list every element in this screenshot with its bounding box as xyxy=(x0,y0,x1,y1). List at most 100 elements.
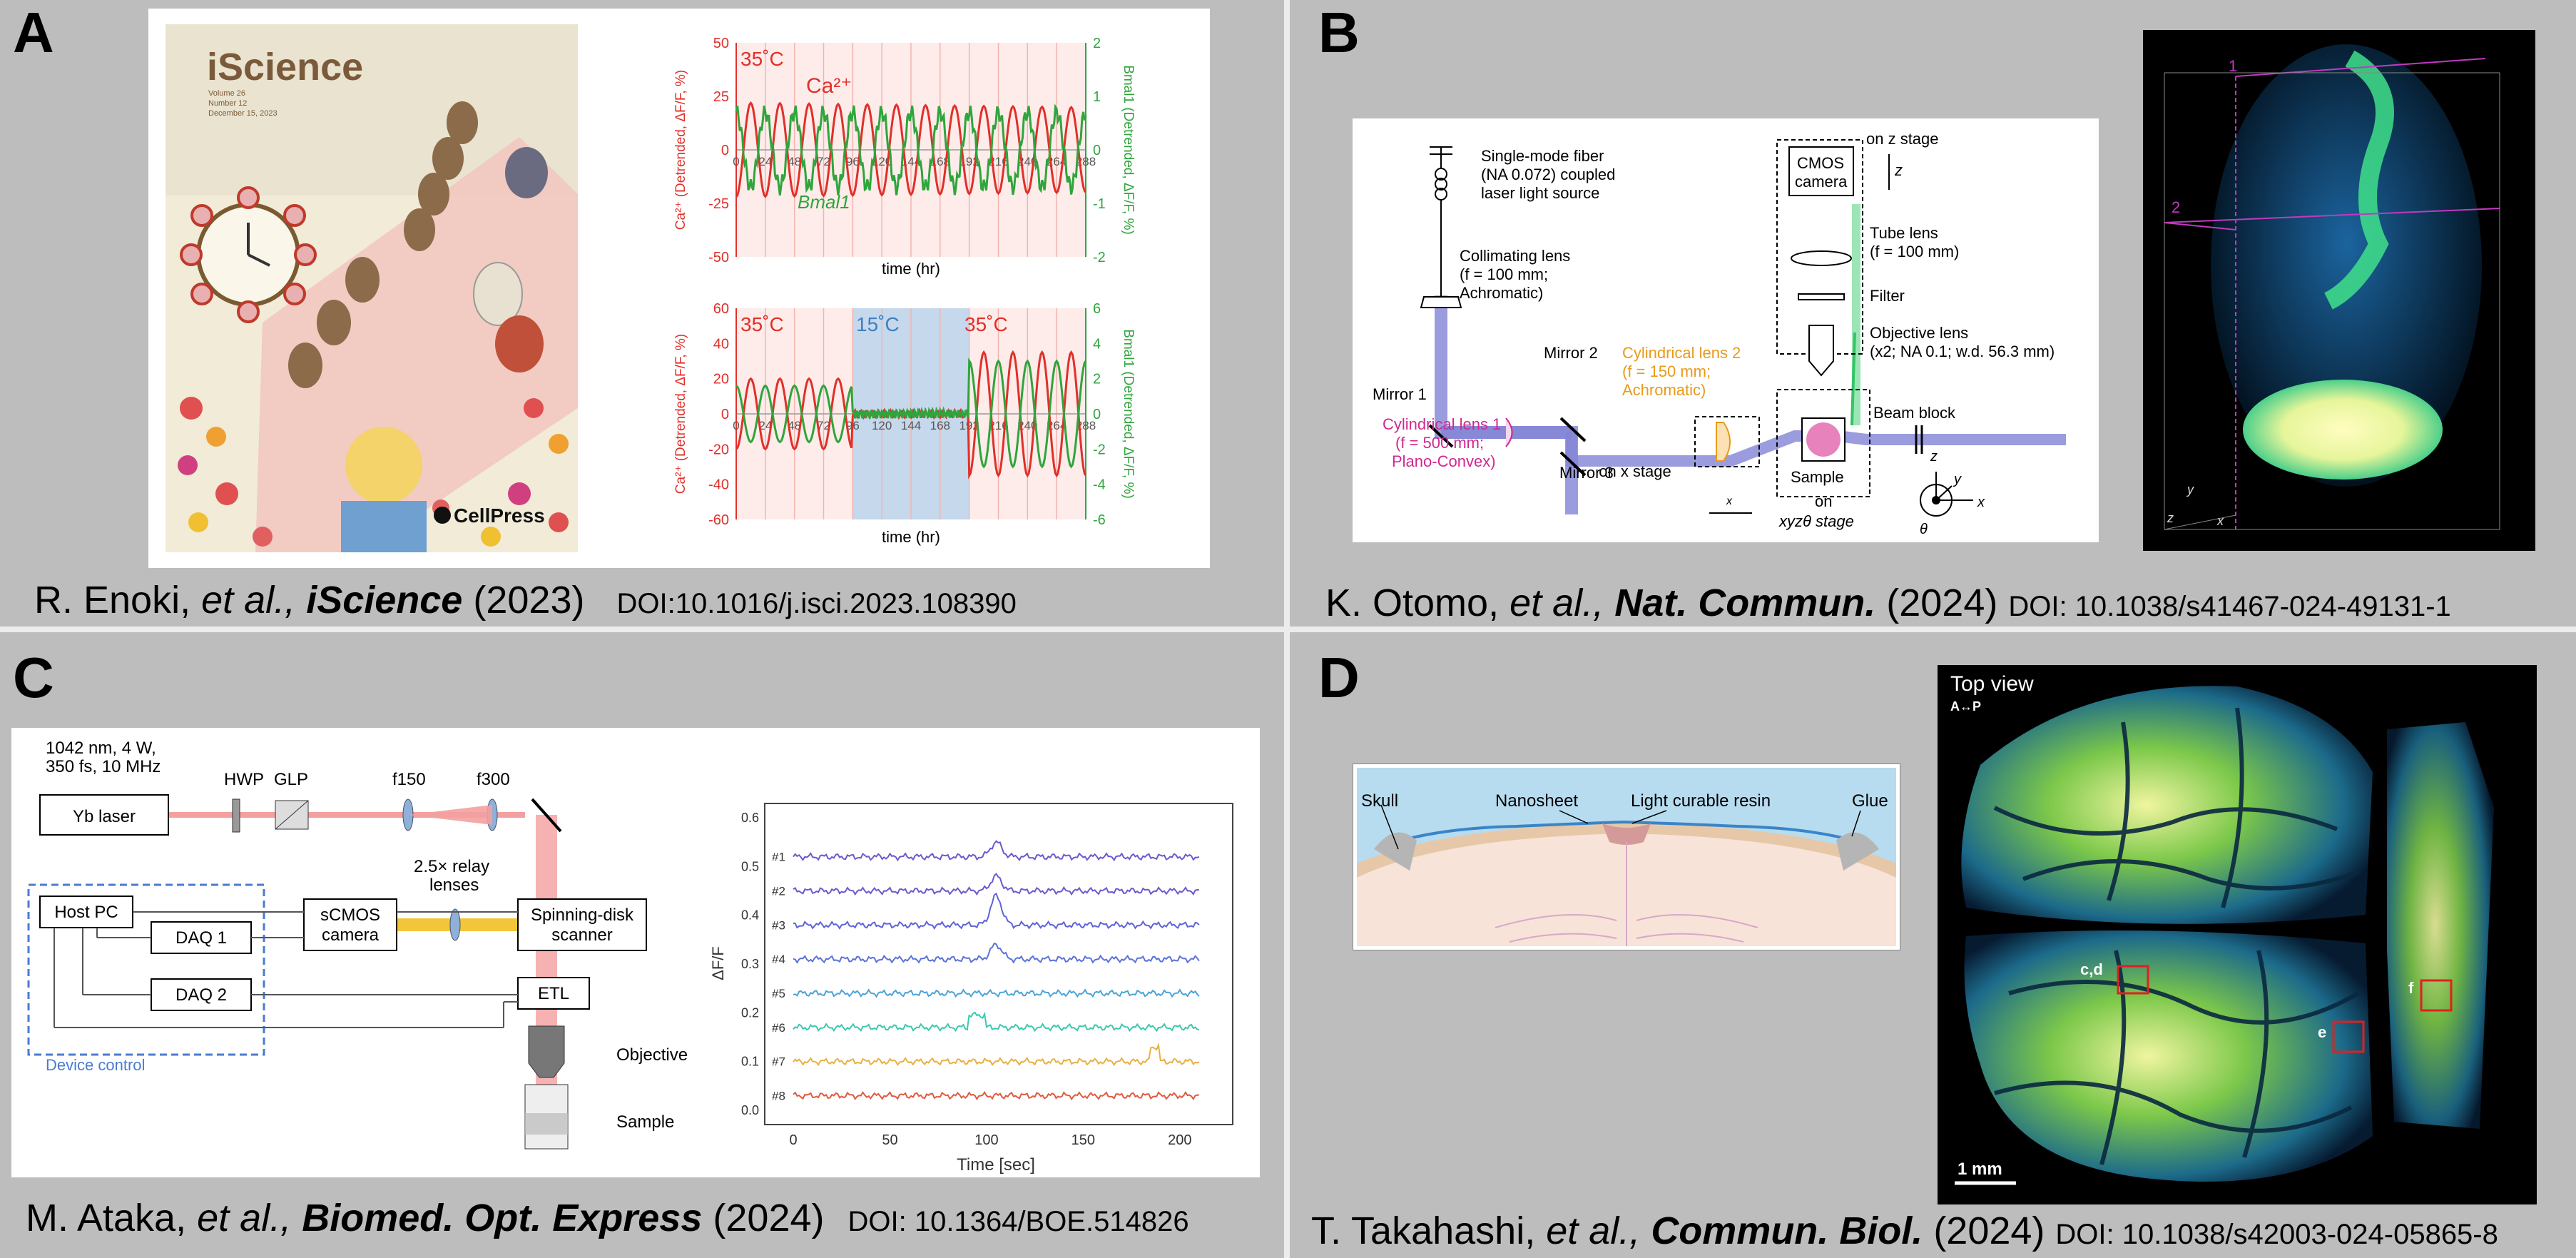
chart-c-frame xyxy=(764,803,1233,1125)
x-tick-label: 0 xyxy=(733,419,739,432)
glue-left xyxy=(1374,832,1417,871)
volume-axis-x: x xyxy=(2216,514,2224,528)
nanosheet-line xyxy=(1395,820,1860,843)
citation-d-etal: et al., xyxy=(1546,1209,1641,1252)
x-tick-label: 0 xyxy=(789,1132,797,1148)
y2-tick-label: -2 xyxy=(1093,442,1106,457)
label-sample-c: Sample xyxy=(616,1112,674,1132)
daq1-box xyxy=(151,921,252,954)
x-stage-box xyxy=(1694,416,1760,467)
label-laser-spec-2: 350 fs, 10 MHz xyxy=(46,757,161,776)
resin-blob xyxy=(1602,823,1651,845)
trace-label: #6 xyxy=(772,1021,785,1035)
x-tick-label: 200 xyxy=(1168,1132,1191,1148)
chart-a2-temp-2: 15˚C xyxy=(856,313,900,335)
label-collimating-3: Achromatic) xyxy=(1460,284,1543,302)
chart-a2-xlabel: time (hr) xyxy=(882,528,940,546)
objective-c-icon xyxy=(528,1025,565,1078)
y-tick-label: -25 xyxy=(708,196,729,212)
panel-c-figure: 1042 nm, 4 W, 350 fs, 10 MHz Yb laser HW… xyxy=(11,728,1260,1177)
label-objective: Objective lens xyxy=(1870,324,1968,342)
relay-lens-icon xyxy=(449,908,461,941)
trace-label: #3 xyxy=(772,918,785,932)
spinning-disk-box xyxy=(517,898,647,951)
cover-title: iScience xyxy=(207,46,363,88)
label-cyl-lens-1-3: Plano-Convex) xyxy=(1392,452,1496,470)
label-f300: f300 xyxy=(477,770,510,789)
roi-f xyxy=(2420,979,2453,1012)
label-tube-lens: Tube lens xyxy=(1870,224,1938,242)
x-tick-label: 0 xyxy=(733,155,739,168)
roi-cd xyxy=(2117,965,2149,995)
label-objective-c: Objective xyxy=(616,1045,688,1065)
trace-label: #2 xyxy=(772,885,785,898)
etl-box xyxy=(517,977,590,1010)
label-beam-block: Beam block xyxy=(1873,404,1956,422)
device-control-box xyxy=(27,883,265,1056)
label-resin: Light curable resin xyxy=(1631,791,1771,811)
citation-c-journal: Biomed. Opt. Express xyxy=(302,1197,703,1239)
scmos-box xyxy=(303,898,397,951)
citation-b-etal: et al., xyxy=(1510,582,1604,624)
panel-a-figure: iScience Volume 26 Number 12 December 15… xyxy=(148,9,1210,568)
label-x-arrow: x xyxy=(1726,495,1733,507)
cover-number: Number 12 xyxy=(208,99,247,108)
y2-tick-label: 2 xyxy=(1093,36,1101,51)
x-tick-label: 24 xyxy=(758,419,772,432)
mirror-1-icon xyxy=(1428,424,1454,448)
x-tick-label: 50 xyxy=(882,1132,897,1148)
y-tick-label: -50 xyxy=(708,250,729,265)
chart-a2-temp-3: 35˚C xyxy=(964,313,1008,335)
cover-clock-petals xyxy=(180,186,317,323)
label-collimating: Collimating lens xyxy=(1460,247,1570,265)
label-daq2: DAQ 2 xyxy=(175,985,227,1005)
chart-a2-series-bmal1 xyxy=(735,357,1087,469)
hemisphere-strip xyxy=(2387,722,2494,1129)
mirror-2-icon xyxy=(1559,417,1587,442)
trace-label: #5 xyxy=(772,987,785,1000)
panel-letter-d: D xyxy=(1318,646,1360,709)
schematic-d-svg: Skull Nanosheet Light curable resin Glue xyxy=(1352,763,1901,951)
label-fiber-3: laser light source xyxy=(1481,184,1599,202)
label-axis-theta: θ xyxy=(1920,522,1928,537)
citation-d-author: T. Takahashi, xyxy=(1311,1209,1536,1252)
y2-tick-label: 1 xyxy=(1093,89,1101,105)
x-tick-label: 48 xyxy=(788,155,801,168)
label-spinning-disk-1: Spinning-disk xyxy=(531,906,634,925)
sample-icon xyxy=(1806,422,1841,457)
label-z-stage: on z stage xyxy=(1866,130,1939,148)
trace-line xyxy=(793,1090,1200,1101)
x-tick-label: 144 xyxy=(901,419,921,432)
label-host-pc: Host PC xyxy=(54,903,118,922)
citation-d-journal: Commun. Biol. xyxy=(1651,1209,1923,1252)
volume-svg: 1 2 y z x xyxy=(2164,44,2500,530)
host-pc-box xyxy=(39,896,133,928)
hwp-icon xyxy=(232,798,240,833)
y-tick-label: 0.2 xyxy=(741,1005,759,1020)
citation-b-doi: DOI: 10.1038/s41467-024-49131-1 xyxy=(2008,591,2451,622)
label-fiber: Single-mode fiber xyxy=(1481,147,1604,165)
trace-line xyxy=(793,988,1200,998)
y2-tick-label: -6 xyxy=(1093,512,1106,528)
x-tick-label: 24 xyxy=(758,155,772,168)
chart-a2-right-ticks: 6 4 2 0 -2 -4 -6 xyxy=(1093,301,1106,528)
label-scmos-2: camera xyxy=(322,925,380,945)
y-tick-label: 0.1 xyxy=(741,1055,759,1069)
cover-animals xyxy=(288,101,478,388)
volume-label-2: 2 xyxy=(2172,198,2180,216)
label-glp: GLP xyxy=(274,770,308,789)
label-mirror-1: Mirror 1 xyxy=(1373,385,1427,403)
chart-a1-right-ticks: 2 1 0 -1 -2 xyxy=(1093,36,1106,265)
trace-line xyxy=(793,1043,1200,1067)
citation-c-doi: DOI: 10.1364/BOE.514826 xyxy=(847,1206,1189,1237)
x-tick-label: 48 xyxy=(788,419,801,432)
cellpress-logo-icon xyxy=(434,507,451,524)
yb-laser-box xyxy=(39,794,169,836)
label-axis-x: x xyxy=(1977,494,1985,510)
citation-b-year: (2024) xyxy=(1886,582,1998,624)
chart-a2-ylabel: Ca²⁺ (Detrended, ΔF/F, %) xyxy=(673,334,688,494)
volume-label-1: 1 xyxy=(2229,57,2237,75)
daq2-box xyxy=(151,978,252,1011)
trace-line xyxy=(793,892,1200,930)
